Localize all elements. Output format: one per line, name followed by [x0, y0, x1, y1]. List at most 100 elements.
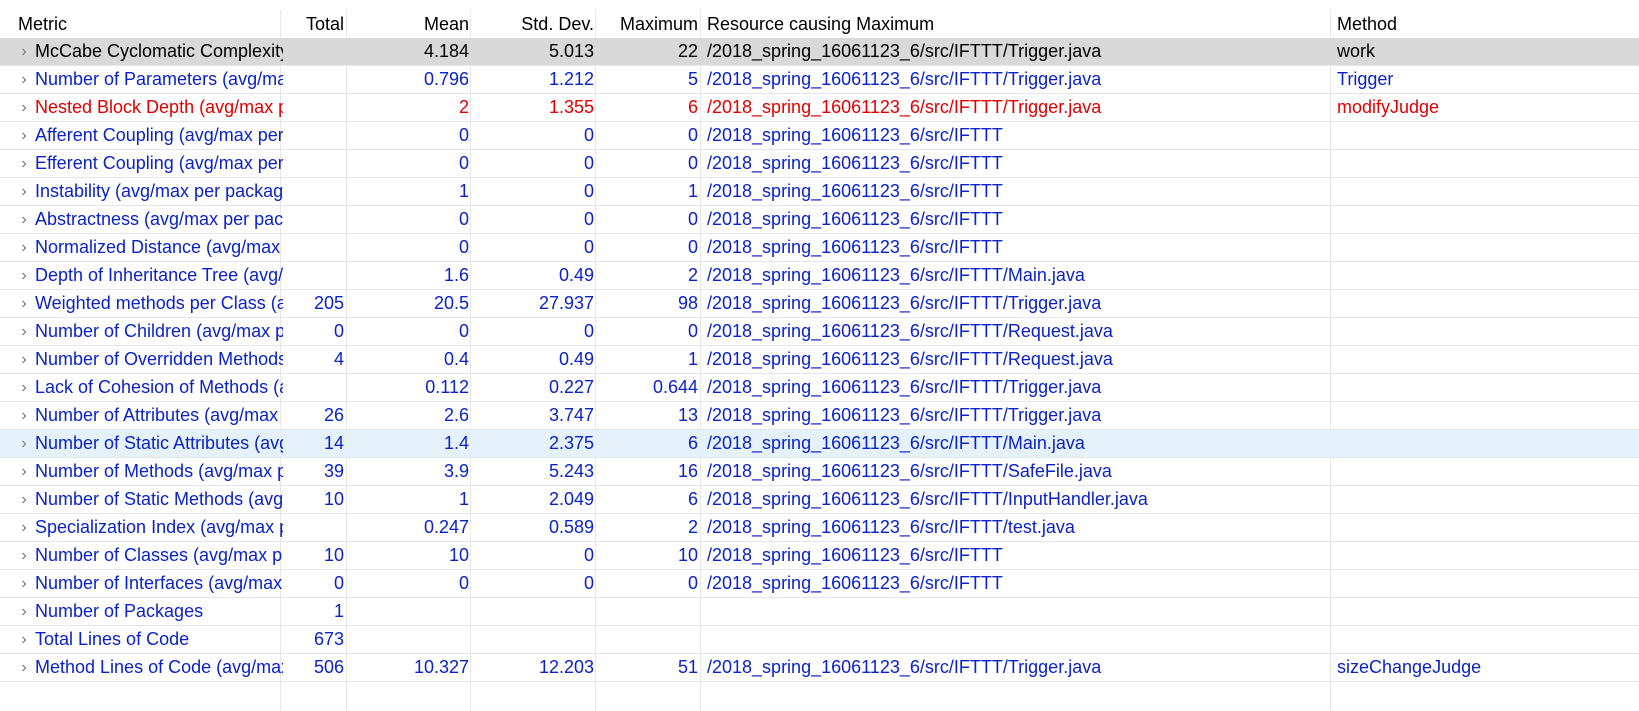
resource-cell: /2018_spring_16061123_6/src/IFTTT/Trigge… — [707, 657, 1102, 677]
chevron-right-icon[interactable]: › — [21, 43, 27, 60]
resource-cell: /2018_spring_16061123_6/src/IFTTT/Main.j… — [707, 265, 1085, 285]
metric-cell: Number of Packages — [35, 601, 204, 621]
column-divider — [595, 10, 596, 711]
chevron-right-icon[interactable]: › — [21, 127, 27, 144]
column-header-maximum[interactable]: Maximum — [619, 14, 698, 34]
resource-cell: /2018_spring_16061123_6/src/IFTTT/Trigge… — [707, 41, 1102, 61]
chevron-right-icon[interactable]: › — [21, 211, 27, 228]
mean-cell: 0 — [458, 153, 469, 173]
table-row[interactable]: › McCabe Cyclomatic Complexity (avg/max p… — [0, 38, 1639, 66]
metric-cell: Number of Static Methods (avg/max per ty… — [35, 489, 283, 509]
table-row[interactable]: › Specialization Index (avg/max per type)… — [0, 514, 1639, 542]
table-row[interactable]: › Number of Parameters (avg/max per metho… — [0, 66, 1639, 94]
table-row[interactable]: › Number of Static Methods (avg/max per t… — [0, 486, 1639, 514]
table-row[interactable]: › Number of Attributes (avg/max per type)… — [0, 402, 1639, 430]
metric-cell: Number of Children (avg/max per type) — [35, 321, 283, 341]
std-dev-cell: 12.203 — [538, 657, 594, 677]
table-row[interactable]: › Method Lines of Code (avg/max per metho… — [0, 654, 1639, 682]
maximum-cell: 0 — [687, 321, 698, 341]
table-row[interactable]: › Number of Interfaces (avg/max per packa… — [0, 570, 1639, 598]
chevron-right-icon[interactable]: › — [21, 463, 27, 480]
mean-cell: 0 — [458, 573, 469, 593]
resource-cell: /2018_spring_16061123_6/src/IFTTT/Trigge… — [707, 69, 1102, 89]
method-cell — [1337, 542, 1637, 569]
column-header-std-dev[interactable]: Std. Dev. — [521, 14, 594, 34]
resource-cell: /2018_spring_16061123_6/src/IFTTT/Trigge… — [707, 97, 1102, 117]
total-cell — [282, 374, 344, 401]
chevron-right-icon[interactable]: › — [21, 575, 27, 592]
total-cell: 506 — [313, 657, 344, 677]
chevron-right-icon[interactable]: › — [21, 295, 27, 312]
method-cell — [1337, 122, 1637, 149]
chevron-right-icon[interactable]: › — [21, 631, 27, 648]
std-dev-cell: 0.49 — [558, 265, 594, 285]
column-header-mean[interactable]: Mean — [423, 14, 469, 34]
maximum-cell: 0 — [687, 125, 698, 145]
std-dev-cell: 0.227 — [548, 377, 594, 397]
table-row[interactable]: › Afferent Coupling (avg/max per packageF… — [0, 122, 1639, 150]
table-row[interactable]: › Total Lines of Code 673 — [0, 626, 1639, 654]
total-cell — [282, 514, 344, 541]
chevron-right-icon[interactable]: › — [21, 239, 27, 256]
table-row[interactable]: › Lack of Cohesion of Methods (avg/max pe… — [0, 374, 1639, 402]
std-dev-cell: 0.49 — [558, 349, 594, 369]
chevron-right-icon[interactable]: › — [21, 99, 27, 116]
std-dev-cell — [472, 626, 594, 653]
maximum-cell: 98 — [677, 293, 698, 313]
resource-cell — [707, 626, 1327, 653]
table-row[interactable]: › Nested Block Depth (avg/max per method)… — [0, 94, 1639, 122]
chevron-right-icon[interactable]: › — [21, 155, 27, 172]
chevron-right-icon[interactable]: › — [21, 71, 27, 88]
chevron-right-icon[interactable]: › — [21, 659, 27, 676]
table-row[interactable]: › Instability (avg/max per packageFragmen… — [0, 178, 1639, 206]
table-row[interactable]: › Weighted methods per Class (avg/max per… — [0, 290, 1639, 318]
std-dev-cell: 0 — [583, 125, 594, 145]
chevron-right-icon[interactable]: › — [21, 323, 27, 340]
resource-cell: /2018_spring_16061123_6/src/IFTTT — [707, 153, 1003, 173]
column-header-total[interactable]: Total — [305, 14, 344, 34]
maximum-cell: 0.644 — [652, 377, 698, 397]
column-header-method[interactable]: Method — [1337, 14, 1398, 34]
table-row[interactable]: › Number of Overridden Methods (avg/max p… — [0, 346, 1639, 374]
total-cell: 10 — [323, 489, 344, 509]
column-divider — [280, 10, 281, 711]
chevron-right-icon[interactable]: › — [21, 407, 27, 424]
column-header-resource[interactable]: Resource causing Maximum — [707, 14, 935, 34]
table-row[interactable]: › Number of Classes (avg/max per packageF… — [0, 542, 1639, 570]
table-row[interactable]: › Efferent Coupling (avg/max per packageF… — [0, 150, 1639, 178]
column-divider — [700, 10, 701, 711]
std-dev-cell: 0.589 — [548, 517, 594, 537]
resource-cell: /2018_spring_16061123_6/src/IFTTT — [707, 181, 1003, 201]
method-cell — [1337, 430, 1637, 457]
maximum-cell: 1 — [687, 181, 698, 201]
chevron-right-icon[interactable]: › — [21, 267, 27, 284]
maximum-cell: 5 — [687, 69, 698, 89]
std-dev-cell: 5.013 — [548, 41, 594, 61]
table-row[interactable]: › Number of Packages 1 — [0, 598, 1639, 626]
chevron-right-icon[interactable]: › — [21, 379, 27, 396]
std-dev-cell: 1.212 — [548, 69, 594, 89]
column-header-metric[interactable]: Metric — [18, 14, 67, 34]
metric-cell: Number of Classes (avg/max per packageFr… — [35, 545, 283, 565]
resource-cell: /2018_spring_16061123_6/src/IFTTT — [707, 209, 1003, 229]
mean-cell: 0.796 — [423, 69, 469, 89]
table-row[interactable]: › Number of Children (avg/max per type) 0 0… — [0, 318, 1639, 346]
table-row[interactable]: › Number of Static Attributes (avg/max pe… — [0, 430, 1639, 458]
table-row[interactable]: › Abstractness (avg/max per packageFragme… — [0, 206, 1639, 234]
metric-cell: Efferent Coupling (avg/max per packageFr… — [35, 153, 283, 173]
table-row[interactable]: › Depth of Inheritance Tree (avg/max per … — [0, 262, 1639, 290]
table-row[interactable]: › Number of Methods (avg/max per type) 39 3… — [0, 458, 1639, 486]
chevron-right-icon[interactable]: › — [21, 351, 27, 368]
chevron-right-icon[interactable]: › — [21, 603, 27, 620]
metric-cell: Abstractness (avg/max per packageFragmen… — [35, 209, 283, 229]
metric-cell: Method Lines of Code (avg/max per method… — [35, 657, 283, 677]
chevron-right-icon[interactable]: › — [21, 547, 27, 564]
chevron-right-icon[interactable]: › — [21, 491, 27, 508]
table-row[interactable]: › Normalized Distance (avg/max per packag… — [0, 234, 1639, 262]
chevron-right-icon[interactable]: › — [21, 183, 27, 200]
chevron-right-icon[interactable]: › — [21, 435, 27, 452]
chevron-right-icon[interactable]: › — [21, 519, 27, 536]
std-dev-cell: 27.937 — [538, 293, 594, 313]
std-dev-cell: 0 — [583, 209, 594, 229]
